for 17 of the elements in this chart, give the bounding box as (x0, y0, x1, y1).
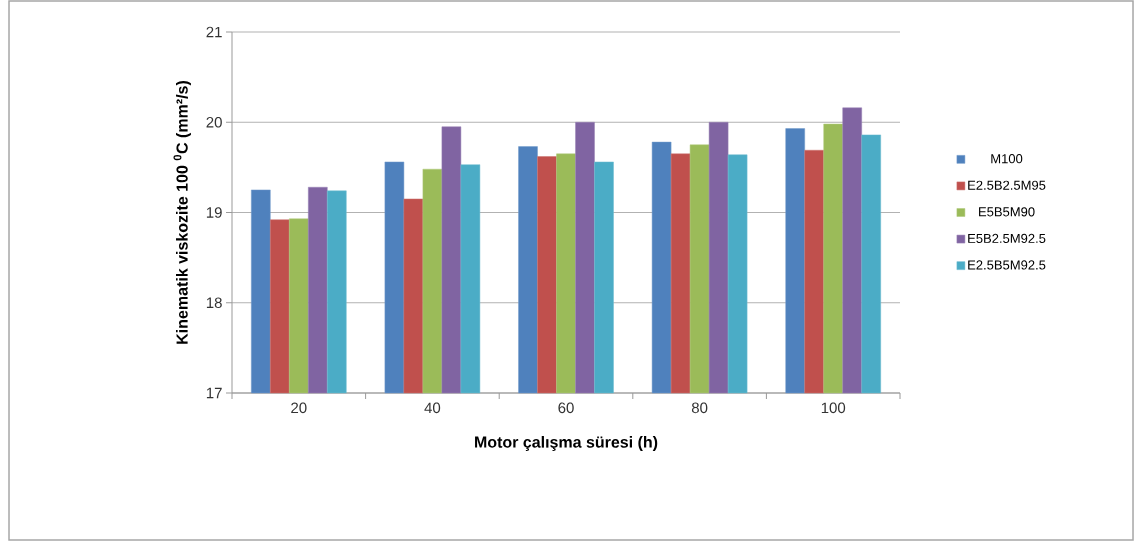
x-tick-label: 80 (691, 402, 708, 414)
y-tick-label: 18 (206, 297, 222, 309)
legend-label: E2.5B2.5M95 (968, 180, 1046, 190)
x-axis-title: Motor çalışma süresi (h) (475, 436, 658, 451)
x-tick-label: 20 (291, 402, 307, 414)
legend-label: E2.5B5M92.5 (968, 260, 1046, 270)
y-axis-title: Kinematik viskozite 100 $^{0}$C (mm²/s) (173, 81, 191, 344)
legend-label: E5B2.5M92.5 (968, 233, 1046, 243)
x-tick-label: 40 (424, 402, 441, 414)
y-tick-label: 19 (206, 207, 222, 218)
x-tick-label: 60 (558, 402, 574, 414)
y-tick-label: 21 (206, 26, 222, 38)
legend-label: M100 (991, 154, 1023, 164)
y-tick-label: 17 (206, 387, 222, 399)
y-tick-label: 20 (206, 116, 222, 128)
x-tick-label: 100 (821, 402, 846, 414)
legend-label: E5B5M90 (979, 207, 1035, 217)
